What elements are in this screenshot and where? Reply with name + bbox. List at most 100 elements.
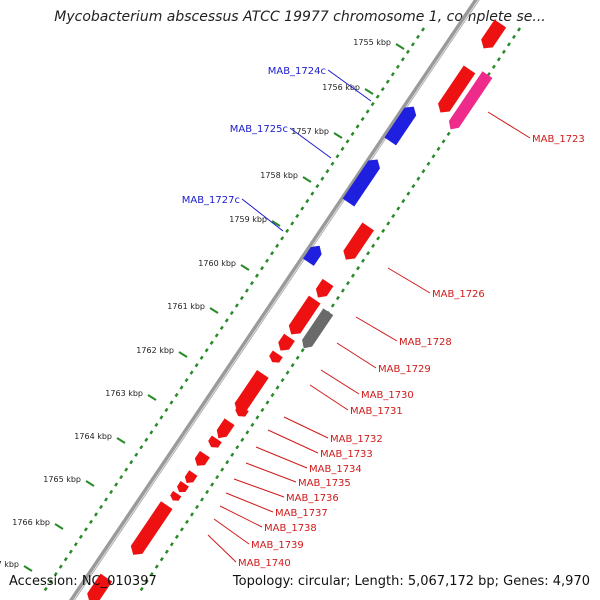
ring-dot [305, 198, 310, 204]
gene-mab-1738-label[interactable]: MAB_1738 [264, 523, 317, 534]
gene-red[interactable] [84, 573, 113, 600]
gene-mab-1737-label[interactable]: MAB_1737 [275, 508, 328, 519]
gene-mab-1734-leader [255, 446, 308, 469]
gene-mab-1739-label[interactable]: MAB_1739 [251, 540, 304, 551]
ring-dot [345, 280, 350, 286]
ring-dot [260, 407, 265, 413]
ring-dot [220, 467, 225, 472]
gene-mab-1726-label[interactable]: MAB_1726 [432, 289, 485, 300]
ring-dot [320, 176, 325, 181]
gene-mab-1730-label[interactable]: MAB_1730 [361, 390, 414, 401]
gene-mab-1724c-label[interactable]: MAB_1724c [268, 66, 326, 77]
ring-dot [401, 198, 406, 204]
gene-mab-1723-label[interactable]: MAB_1723 [532, 134, 585, 145]
ring-dot [436, 146, 441, 151]
tick-mark [85, 480, 95, 487]
gene-red-shape [269, 350, 283, 363]
tick-label: 1763 kbp [105, 389, 143, 398]
ring-dot [139, 586, 144, 592]
ring-dot [405, 49, 410, 54]
gene-red[interactable] [192, 450, 210, 469]
gene-red[interactable] [478, 19, 507, 53]
tick-label: 1758 kbp [260, 171, 298, 180]
ring-dot [330, 303, 335, 308]
ring-dot [205, 489, 210, 495]
gene-mab-1740-label[interactable]: MAB_1740 [238, 558, 291, 569]
gene-mab-1725c-label[interactable]: MAB_1725c [230, 124, 288, 135]
gene-mab-1727c-label[interactable]: MAB_1727c [182, 195, 240, 206]
gene-red[interactable] [169, 490, 182, 503]
accession-text: Accession: NC_010397 [9, 574, 157, 589]
gene-mab-1736-label[interactable]: MAB_1736 [286, 493, 339, 504]
gene-red[interactable] [175, 481, 189, 495]
ring-dot [415, 34, 421, 40]
gene-red-shape [234, 370, 269, 413]
ring-dot [285, 370, 290, 375]
ring-dot [189, 512, 195, 517]
gene-mab-1724c[interactable] [384, 103, 419, 146]
gene-mab-1725c[interactable] [342, 156, 384, 207]
gene-mab-1728-label[interactable]: MAB_1728 [399, 337, 452, 348]
tick-mark [240, 264, 250, 271]
feature-gray[interactable] [299, 308, 334, 351]
ring-dot [335, 295, 340, 301]
ring-dot [159, 557, 164, 562]
ring-dot [73, 542, 78, 547]
gene-callouts: MAB_1724c MAB_1725c MAB_1727c MAB_1723 MAB_1… [182, 66, 585, 569]
gene-mab-1735-label[interactable]: MAB_1735 [298, 478, 351, 489]
gene-mab-1726-leader [387, 267, 431, 294]
ring-dot [184, 519, 189, 525]
gene-mab-1726[interactable] [340, 222, 374, 264]
ring-dot [366, 251, 371, 256]
gene-red-shape [130, 501, 173, 555]
gene-mab-1727c-shape [303, 245, 322, 266]
ring-dot [380, 86, 385, 92]
gene-red[interactable] [267, 350, 283, 365]
gene-red[interactable] [206, 435, 222, 450]
gene-mab-1731-label[interactable]: MAB_1731 [350, 406, 403, 417]
ring-dot [109, 489, 114, 495]
gene-mab-1728[interactable] [285, 295, 321, 339]
gene-red[interactable] [231, 370, 269, 416]
gene-red[interactable] [213, 418, 235, 441]
gene-mab-1734-label[interactable]: MAB_1734 [309, 464, 362, 475]
ring-dot [446, 131, 451, 137]
gene-red[interactable] [275, 333, 295, 355]
gene-red-shape [184, 470, 198, 483]
gene-mab-1727c[interactable] [303, 242, 325, 266]
gene-mab-1723[interactable] [446, 71, 493, 132]
ring-dot [315, 183, 320, 189]
gene-mab-1726-shape [343, 222, 374, 260]
ring-dot [406, 191, 411, 196]
ring-dot [104, 497, 109, 502]
tick-label: 1759 kbp [229, 215, 267, 224]
gene-mab-1729-leader [336, 342, 377, 369]
ring-dot [396, 206, 401, 211]
gene-red[interactable] [435, 65, 476, 117]
ring-dot [164, 407, 169, 413]
ring-dot [391, 213, 396, 219]
tick-mark [178, 351, 188, 358]
gene-mab-1737-leader [225, 492, 274, 513]
gene-mab-1729-label[interactable]: MAB_1729 [378, 364, 431, 375]
gene-red[interactable] [313, 278, 334, 301]
gene-mab-1732-label[interactable]: MAB_1732 [330, 434, 383, 445]
ring-dot [285, 228, 290, 234]
ring-dot [350, 131, 355, 137]
ring-dot [260, 266, 265, 271]
ring-dot [209, 340, 214, 345]
ring-dot [275, 385, 280, 390]
ring-dot [88, 519, 93, 525]
gene-red[interactable] [182, 470, 198, 486]
ring-dot [234, 303, 239, 308]
ring-dot [210, 482, 215, 487]
gene-mab-1733-label[interactable]: MAB_1733 [320, 449, 373, 460]
ring-dot [124, 467, 129, 472]
gene-mab-1732-leader [283, 416, 329, 439]
tick-label: 1761 kbp [167, 302, 205, 311]
gene-red[interactable] [127, 501, 173, 559]
ring-dot [506, 42, 511, 47]
ring-dot [179, 527, 184, 532]
gene-red[interactable] [233, 404, 249, 419]
